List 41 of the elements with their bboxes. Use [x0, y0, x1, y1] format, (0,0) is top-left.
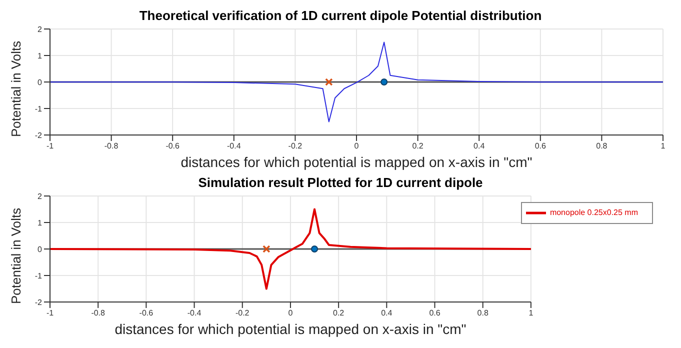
x-axis-title: distances for which potential is mapped on x-axis in "cm" — [180, 154, 532, 170]
y-tick-label: 2 — [38, 192, 43, 201]
x-tick-label: 0.6 — [429, 308, 441, 318]
x-tick-label: 0.4 — [474, 142, 486, 151]
x-tick-label: 0 — [288, 308, 294, 318]
legend-label: monopole 0.25x0.25 mm — [550, 208, 638, 218]
chart-title: Theoretical verification of 1D current dipole Potential distribution — [138, 8, 543, 23]
y-tick-label: -2 — [34, 298, 43, 307]
y-tick-label: 0 — [38, 244, 43, 254]
x-tick-label: -1 — [46, 308, 54, 318]
y-tick-label: 1 — [38, 51, 43, 60]
y-axis-title: Potential in Volts — [8, 207, 24, 304]
x-tick-label: -1 — [46, 142, 54, 151]
x-tick-label: -0.2 — [235, 308, 250, 318]
x-tick-label: 0.2 — [333, 308, 345, 318]
x-tick-label: 0.6 — [534, 142, 547, 151]
x-tick-label: -0.8 — [104, 142, 119, 151]
x-tick-label: -0.2 — [288, 142, 303, 151]
line-series — [50, 208, 531, 290]
x-tick-label: 0.8 — [477, 308, 489, 318]
y-tick-label: -1 — [34, 104, 43, 114]
x-tick-label: -0.4 — [227, 142, 242, 151]
x-tick-label: 1 — [660, 142, 666, 151]
y-tick-label: -1 — [34, 271, 43, 280]
x-tick-label: 0.8 — [596, 142, 608, 151]
chart-title: Simulation result Plotted for 1D current dipole — [197, 175, 484, 190]
y-tick-label: 0 — [38, 78, 43, 87]
y-axis-title: Potential in Volts — [8, 40, 24, 137]
y-tick-label: 1 — [38, 218, 43, 228]
y-tick-label: 2 — [38, 24, 43, 34]
line-series — [50, 42, 663, 122]
x-axis-title: distances for which potential is mapped on x-axis in "cm" — [114, 321, 466, 337]
x-tick-label: -0.6 — [139, 308, 154, 318]
y-tick-label: -2 — [34, 130, 43, 140]
x-tick-label: 0 — [354, 142, 360, 151]
x-tick-label: -0.8 — [91, 308, 106, 318]
x-tick-label: -0.6 — [166, 142, 180, 151]
x-tick-label: 0.4 — [381, 308, 393, 318]
x-tick-label: 0.2 — [412, 142, 424, 151]
x-tick-label: 1 — [528, 308, 534, 318]
x-tick-label: -0.4 — [187, 308, 202, 318]
